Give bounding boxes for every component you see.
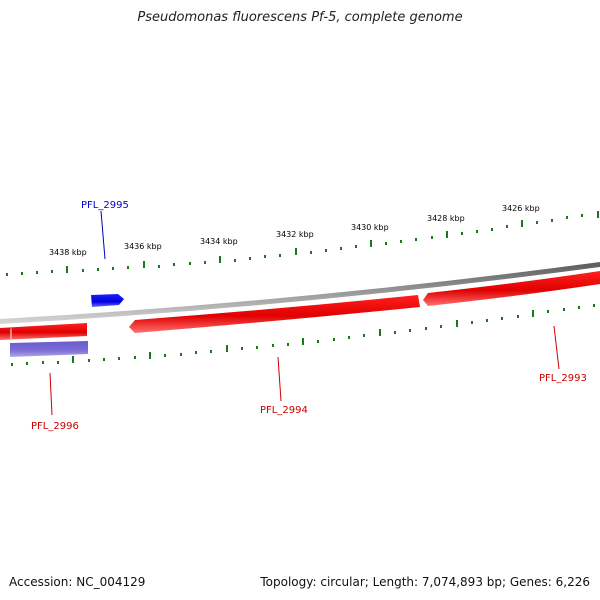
outer-scale-ring: [6, 211, 599, 276]
gene-pfl-2996-arrow-head: [10, 328, 12, 339]
scale-label-3436: 3436 kbp: [124, 242, 162, 251]
inner-scale-ring: [11, 304, 595, 366]
accession-text: Accession: NC_004129: [9, 575, 146, 589]
gene-label-pfl-2996[interactable]: PFL_2996: [31, 421, 79, 432]
gene-pfl-2996-inner-block[interactable]: [10, 341, 88, 357]
leader-line-pfl-2994: [277, 356, 282, 402]
gene-pfl-2995-arrow[interactable]: [91, 294, 124, 307]
genome-summary-text: Topology: circular; Length: 7,074,893 bp…: [260, 575, 590, 589]
scale-label-3428: 3428 kbp: [427, 214, 465, 223]
gene-pfl-2994-arrow[interactable]: [129, 295, 420, 333]
scale-label-3434: 3434 kbp: [200, 237, 238, 246]
map-title: Pseudomonas fluorescens Pf-5, complete g…: [137, 10, 463, 25]
scale-labels: 3438 kbp 3436 kbp 3434 kbp 3432 kbp 3430…: [49, 204, 540, 257]
gene-label-pfl-2995[interactable]: PFL_2995: [81, 200, 129, 211]
gene-pfl-2996-arrow[interactable]: [0, 323, 87, 340]
leader-line-pfl-2996: [49, 372, 53, 416]
gene-pfl-2993-arrow[interactable]: [423, 271, 600, 306]
leader-line-pfl-2993: [553, 325, 560, 370]
scale-label-3432: 3432 kbp: [276, 230, 314, 239]
genome-backbone: [0, 262, 600, 324]
leader-line-pfl-2995: [100, 210, 106, 260]
scale-label-3438: 3438 kbp: [49, 248, 87, 257]
gene-label-pfl-2994[interactable]: PFL_2994: [260, 405, 308, 416]
gene-label-pfl-2993[interactable]: PFL_2993: [539, 373, 587, 384]
gene-labels: PFL_2995 PFL_2996 PFL_2994 PFL_2993: [31, 200, 587, 432]
scale-label-3426: 3426 kbp: [502, 204, 540, 213]
scale-label-3430: 3430 kbp: [351, 223, 389, 232]
